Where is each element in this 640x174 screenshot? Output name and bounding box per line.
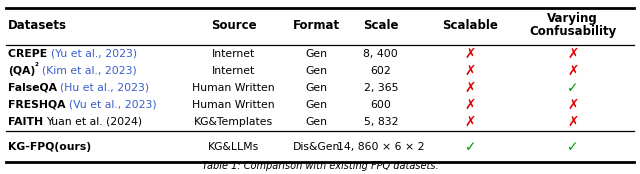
- Text: ✗: ✗: [567, 64, 579, 78]
- Text: CREPE: CREPE: [8, 49, 51, 59]
- Text: ✗: ✗: [567, 98, 579, 112]
- Text: Human Written: Human Written: [192, 100, 275, 110]
- Text: KG-FPQ(ours): KG-FPQ(ours): [8, 142, 91, 152]
- Text: ✗: ✗: [465, 64, 476, 78]
- Text: (QA): (QA): [8, 66, 35, 76]
- Text: Internet: Internet: [212, 49, 255, 59]
- Text: ✗: ✗: [465, 115, 476, 129]
- Text: Table 1: Comparison with existing FPQ datasets.: Table 1: Comparison with existing FPQ da…: [202, 161, 438, 171]
- Text: Gen: Gen: [306, 66, 328, 76]
- Text: ✗: ✗: [567, 47, 579, 61]
- Text: ✗: ✗: [465, 98, 476, 112]
- Text: Gen: Gen: [306, 117, 328, 127]
- Text: FRESHQA: FRESHQA: [8, 100, 69, 110]
- Text: Confusability: Confusability: [529, 25, 616, 38]
- Text: Human Written: Human Written: [192, 83, 275, 93]
- Text: Scale: Scale: [363, 19, 399, 32]
- Text: 600: 600: [371, 100, 391, 110]
- Text: KG&Templates: KG&Templates: [194, 117, 273, 127]
- Text: Internet: Internet: [212, 66, 255, 76]
- Text: Format: Format: [293, 19, 340, 32]
- Text: (Yu et al., 2023): (Yu et al., 2023): [51, 49, 137, 59]
- Text: 8, 400: 8, 400: [364, 49, 398, 59]
- Text: Gen: Gen: [306, 100, 328, 110]
- Text: Gen: Gen: [306, 83, 328, 93]
- Text: ²: ²: [35, 62, 42, 71]
- Text: ✗: ✗: [567, 115, 579, 129]
- Text: (Hu et al., 2023): (Hu et al., 2023): [60, 83, 150, 93]
- Text: ✓: ✓: [465, 140, 476, 154]
- Text: ✗: ✗: [465, 47, 476, 61]
- Text: 2, 365: 2, 365: [364, 83, 398, 93]
- Text: (Vu et al., 2023): (Vu et al., 2023): [69, 100, 157, 110]
- Text: Varying: Varying: [547, 12, 598, 25]
- Text: Dis&Gen: Dis&Gen: [293, 142, 340, 152]
- Text: KG&LLMs: KG&LLMs: [208, 142, 259, 152]
- Text: (Kim et al., 2023): (Kim et al., 2023): [42, 66, 136, 76]
- Text: 602: 602: [371, 66, 391, 76]
- Text: Datasets: Datasets: [8, 19, 67, 32]
- Text: ✓: ✓: [567, 81, 579, 95]
- Text: ✗: ✗: [465, 81, 476, 95]
- Text: Source: Source: [211, 19, 257, 32]
- Text: FalseQA: FalseQA: [8, 83, 60, 93]
- Text: Scalable: Scalable: [442, 19, 499, 32]
- Text: 14, 860 × 6 × 2: 14, 860 × 6 × 2: [337, 142, 424, 152]
- Text: FAITH: FAITH: [8, 117, 47, 127]
- Text: 5, 832: 5, 832: [364, 117, 398, 127]
- Text: Yuan et al. (2024): Yuan et al. (2024): [47, 117, 143, 127]
- Text: ✓: ✓: [567, 140, 579, 154]
- Text: Gen: Gen: [306, 49, 328, 59]
